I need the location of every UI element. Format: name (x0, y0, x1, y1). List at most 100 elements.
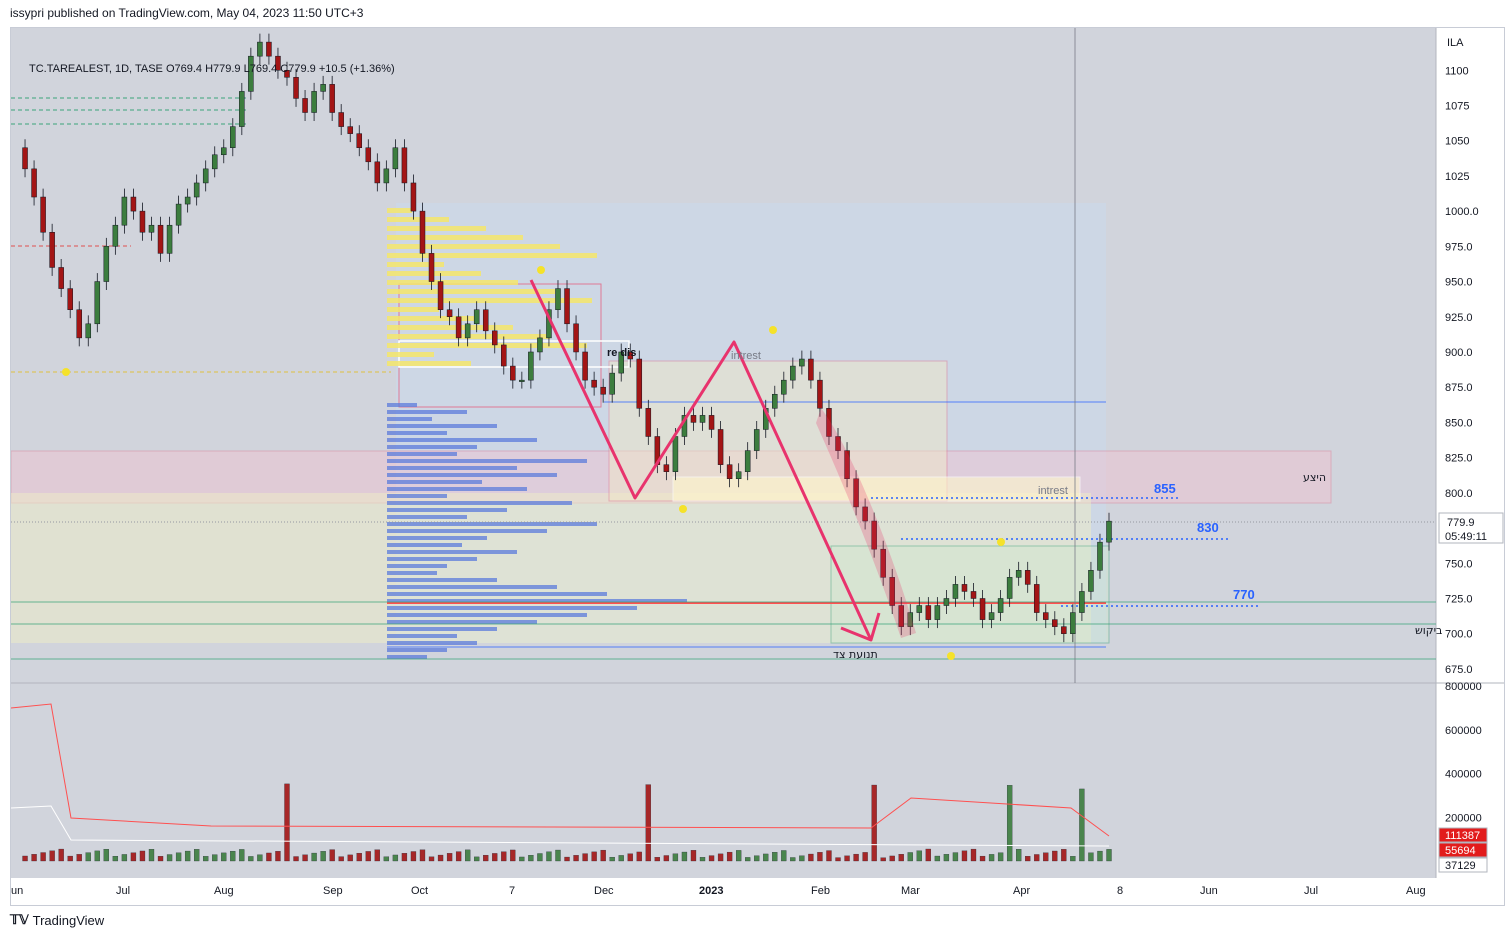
candle-body (537, 337, 543, 353)
volume-bar (284, 783, 290, 862)
time-tick-label: Mar (901, 885, 920, 897)
candle-body (392, 147, 399, 170)
volume-bar (203, 856, 209, 862)
volume-bar (103, 848, 109, 862)
yellow-profile-bar (387, 262, 444, 267)
volume-tick-label: 200000 (1445, 812, 1482, 824)
candle-body (573, 323, 579, 353)
volume-bar (302, 854, 308, 862)
candle-body (356, 133, 363, 148)
volume-bar (392, 854, 399, 862)
candle-body (907, 612, 914, 627)
curved-arrow-shade (816, 408, 916, 638)
volume-bar (708, 855, 715, 862)
symbol-label: TC.TAREALEST, 1D, TASE (29, 63, 163, 75)
candle-body (112, 224, 119, 247)
candle-body (275, 55, 281, 71)
volume-bar (979, 855, 986, 862)
volume-bar (871, 784, 877, 862)
time-tick-label: Dec (594, 885, 614, 897)
candle-body (58, 267, 64, 289)
volume-bar (636, 851, 642, 862)
candle-body (410, 182, 417, 212)
candle-body (600, 386, 606, 395)
price-tick-label: 950.0 (1445, 277, 1473, 289)
volume-profile-bar (387, 466, 517, 470)
candle-body (446, 309, 453, 318)
candle-body (166, 224, 173, 254)
volume-bar (465, 849, 471, 862)
volume-bar (1043, 852, 1049, 862)
volume-bar (970, 848, 977, 862)
volume-bar (157, 856, 164, 862)
candle-body (934, 605, 941, 620)
price-tick-label: 825.0 (1445, 453, 1473, 465)
candle-body (835, 436, 841, 451)
volume-bar (799, 855, 805, 862)
volume-bar (94, 850, 100, 862)
candle-body (121, 196, 128, 226)
level-830-label: 830 (1197, 520, 1219, 535)
volume-bar (952, 852, 959, 862)
volume-bar (212, 854, 218, 862)
volume-profile-bar (387, 571, 437, 575)
candle-body (482, 309, 489, 332)
volume-bar (1016, 849, 1022, 862)
supply-label: היצע (1303, 471, 1326, 484)
volume-bar (338, 856, 344, 862)
candle-body (708, 415, 715, 430)
time-axis (11, 878, 1504, 905)
volume-profile-bar (387, 585, 557, 589)
volume-bar (22, 855, 28, 862)
volume-bar (483, 854, 489, 862)
volume-bar (474, 856, 480, 862)
candle-body (1052, 619, 1058, 627)
volume-bar (40, 852, 46, 862)
volume-bar (419, 849, 426, 862)
chart-frame[interactable]: 855 830 770 re dis intrest intrest היצע ביקוש תנ… (10, 27, 1505, 906)
candle-body (1015, 570, 1022, 578)
time-tick-label: Aug (1406, 885, 1426, 897)
volume-profile-bar (387, 627, 497, 631)
volume-bar (528, 855, 534, 862)
volume-bar (437, 854, 444, 862)
volume-badge (1438, 857, 1488, 873)
volume-ma-line (11, 703, 1110, 837)
candle-body (753, 429, 760, 451)
price-tick-label: 1050 (1445, 136, 1469, 148)
yellow-profile-bar (387, 289, 555, 294)
candle-body (501, 344, 507, 367)
volume-badge (1438, 842, 1488, 858)
volume-profile-bar (387, 487, 527, 491)
candle-body (428, 253, 435, 282)
volume-bar (726, 851, 733, 862)
volume-bar (735, 850, 742, 862)
volume-bar (492, 853, 498, 862)
volume-profile-bar (387, 417, 432, 421)
candle-body (979, 598, 986, 620)
volume-bar (862, 852, 868, 862)
candle-body (311, 91, 317, 113)
volume-bar (85, 852, 91, 862)
price-tick-label: 700.0 (1445, 629, 1473, 641)
chart-svg[interactable]: 855 830 770 re dis intrest intrest היצע ביקוש תנ… (11, 28, 1504, 905)
candle-body (744, 450, 751, 472)
volume-bar (175, 852, 182, 862)
time-tick-label: Aug (214, 885, 234, 897)
volume-bar (1079, 788, 1085, 862)
candle-body (564, 288, 570, 325)
price-tick-label: 675.0 (1445, 664, 1473, 676)
volume-bar (356, 852, 362, 862)
price-tick-label: 925.0 (1445, 312, 1473, 324)
volume-bar (257, 854, 263, 862)
volume-bar (455, 851, 462, 862)
volume-bar (582, 853, 588, 862)
volume-bar (826, 850, 832, 862)
price-tick-label: 800.0 (1445, 488, 1473, 500)
candle-body (103, 246, 110, 282)
volume-profile-bar (387, 550, 517, 554)
candle-body (320, 84, 326, 92)
candle-body (76, 309, 82, 339)
candle-body (952, 584, 959, 599)
volume-bar (1088, 852, 1094, 862)
